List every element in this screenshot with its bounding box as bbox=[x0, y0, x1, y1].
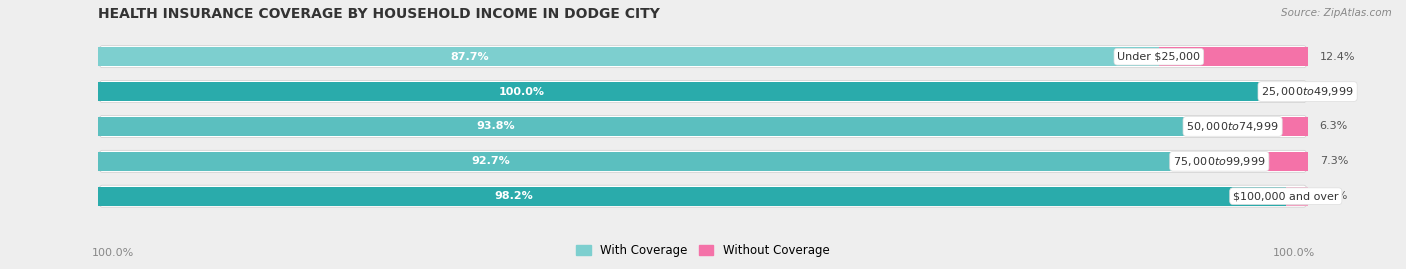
FancyBboxPatch shape bbox=[98, 185, 1308, 207]
Bar bbox=[98, 117, 1233, 136]
FancyBboxPatch shape bbox=[98, 150, 1308, 172]
Text: 100.0%: 100.0% bbox=[91, 248, 134, 258]
Text: 12.4%: 12.4% bbox=[1320, 52, 1355, 62]
Text: Source: ZipAtlas.com: Source: ZipAtlas.com bbox=[1281, 8, 1392, 18]
Text: HEALTH INSURANCE COVERAGE BY HOUSEHOLD INCOME IN DODGE CITY: HEALTH INSURANCE COVERAGE BY HOUSEHOLD I… bbox=[98, 7, 661, 21]
FancyBboxPatch shape bbox=[98, 46, 1308, 68]
Text: 92.7%: 92.7% bbox=[471, 156, 510, 166]
Text: 87.7%: 87.7% bbox=[450, 52, 489, 62]
FancyBboxPatch shape bbox=[98, 81, 1308, 102]
Bar bbox=[98, 152, 1219, 171]
Text: $50,000 to $74,999: $50,000 to $74,999 bbox=[1187, 120, 1279, 133]
Bar bbox=[1219, 152, 1308, 171]
Bar bbox=[98, 187, 1286, 206]
Text: 93.8%: 93.8% bbox=[477, 121, 515, 132]
Text: 1.8%: 1.8% bbox=[1320, 191, 1348, 201]
Text: $100,000 and over: $100,000 and over bbox=[1233, 191, 1339, 201]
Text: Under $25,000: Under $25,000 bbox=[1118, 52, 1201, 62]
Text: 6.3%: 6.3% bbox=[1320, 121, 1348, 132]
Text: 98.2%: 98.2% bbox=[495, 191, 533, 201]
Bar bbox=[1233, 117, 1309, 136]
Bar bbox=[98, 47, 1159, 66]
Text: 0.0%: 0.0% bbox=[1320, 87, 1348, 97]
Bar bbox=[1286, 187, 1308, 206]
Bar bbox=[1159, 47, 1309, 66]
Text: 7.3%: 7.3% bbox=[1320, 156, 1348, 166]
Bar bbox=[98, 82, 1308, 101]
FancyBboxPatch shape bbox=[98, 115, 1308, 137]
Text: $25,000 to $49,999: $25,000 to $49,999 bbox=[1261, 85, 1354, 98]
Legend: With Coverage, Without Coverage: With Coverage, Without Coverage bbox=[572, 240, 834, 262]
Text: $75,000 to $99,999: $75,000 to $99,999 bbox=[1173, 155, 1265, 168]
Text: 100.0%: 100.0% bbox=[1272, 248, 1315, 258]
Text: 100.0%: 100.0% bbox=[499, 87, 544, 97]
